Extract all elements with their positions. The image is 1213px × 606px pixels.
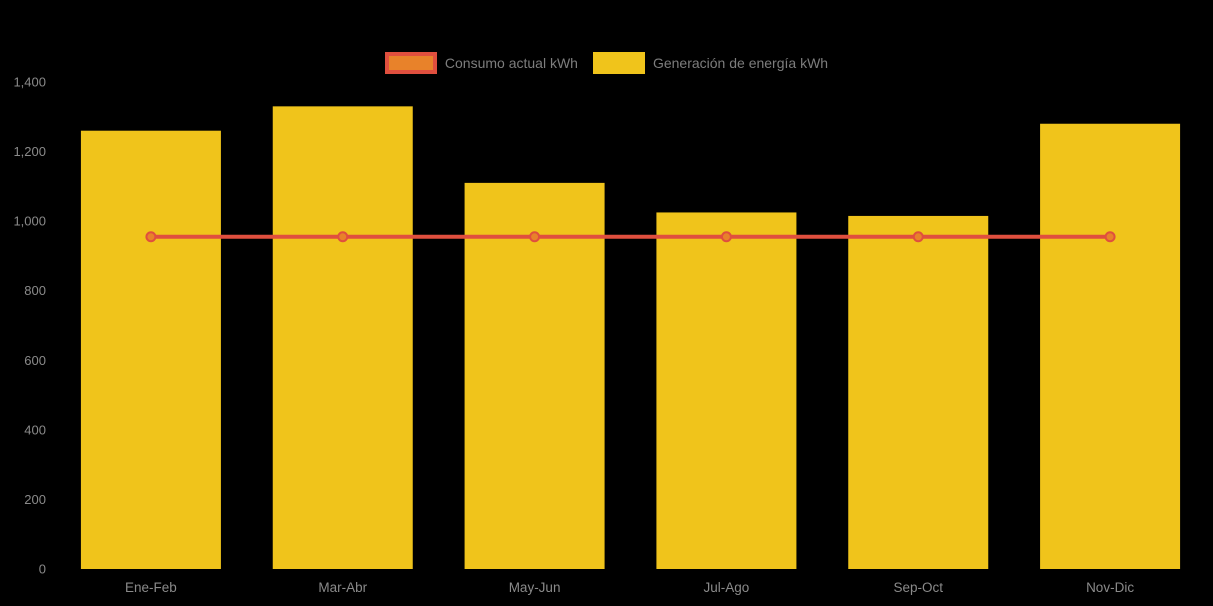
y-tick-label: 1,000 <box>13 214 46 229</box>
legend: Consumo actual kWh Generación de energía… <box>0 52 1213 74</box>
line-marker-may-jun <box>529 231 541 243</box>
x-axis-label: Ene-Feb <box>125 580 177 595</box>
x-axis-label: Mar-Abr <box>318 580 367 595</box>
legend-label-generacion: Generación de energía kWh <box>652 55 829 71</box>
x-axis-label: Nov-Dic <box>1086 580 1134 595</box>
bar-ene-feb <box>80 130 221 569</box>
y-tick-label: 0 <box>39 562 46 577</box>
line-marker-mar-abr <box>337 231 349 243</box>
x-axis-label: May-Jun <box>509 580 561 595</box>
y-tick-label: 400 <box>24 422 46 437</box>
legend-item-consumo[interactable]: Consumo actual kWh <box>384 52 578 74</box>
bar-mar-abr <box>272 106 413 569</box>
x-axis-label: Sep-Oct <box>893 580 943 595</box>
y-tick-label: 200 <box>24 492 46 507</box>
line-marker-jul-ago <box>720 231 732 243</box>
bar-jul-ago <box>656 212 797 570</box>
generacion-bar-swatch-icon <box>592 52 645 74</box>
y-tick-label: 600 <box>24 353 46 368</box>
line-marker-sep-oct <box>912 231 924 243</box>
x-axis-label: Jul-Ago <box>704 580 750 595</box>
line-marker-nov-dic <box>1104 231 1116 243</box>
y-tick-label: 800 <box>24 283 46 298</box>
consumo-line-swatch-icon <box>384 52 437 74</box>
y-tick-label: 1,400 <box>13 75 46 90</box>
y-tick-label: 1,200 <box>13 144 46 159</box>
legend-label-consumo: Consumo actual kWh <box>444 55 578 71</box>
bar-sep-oct <box>848 215 989 570</box>
legend-item-generacion[interactable]: Generación de energía kWh <box>592 52 829 74</box>
bar-may-jun <box>464 182 605 569</box>
bar-nov-dic <box>1040 123 1181 569</box>
line-marker-ene-feb <box>145 231 157 243</box>
